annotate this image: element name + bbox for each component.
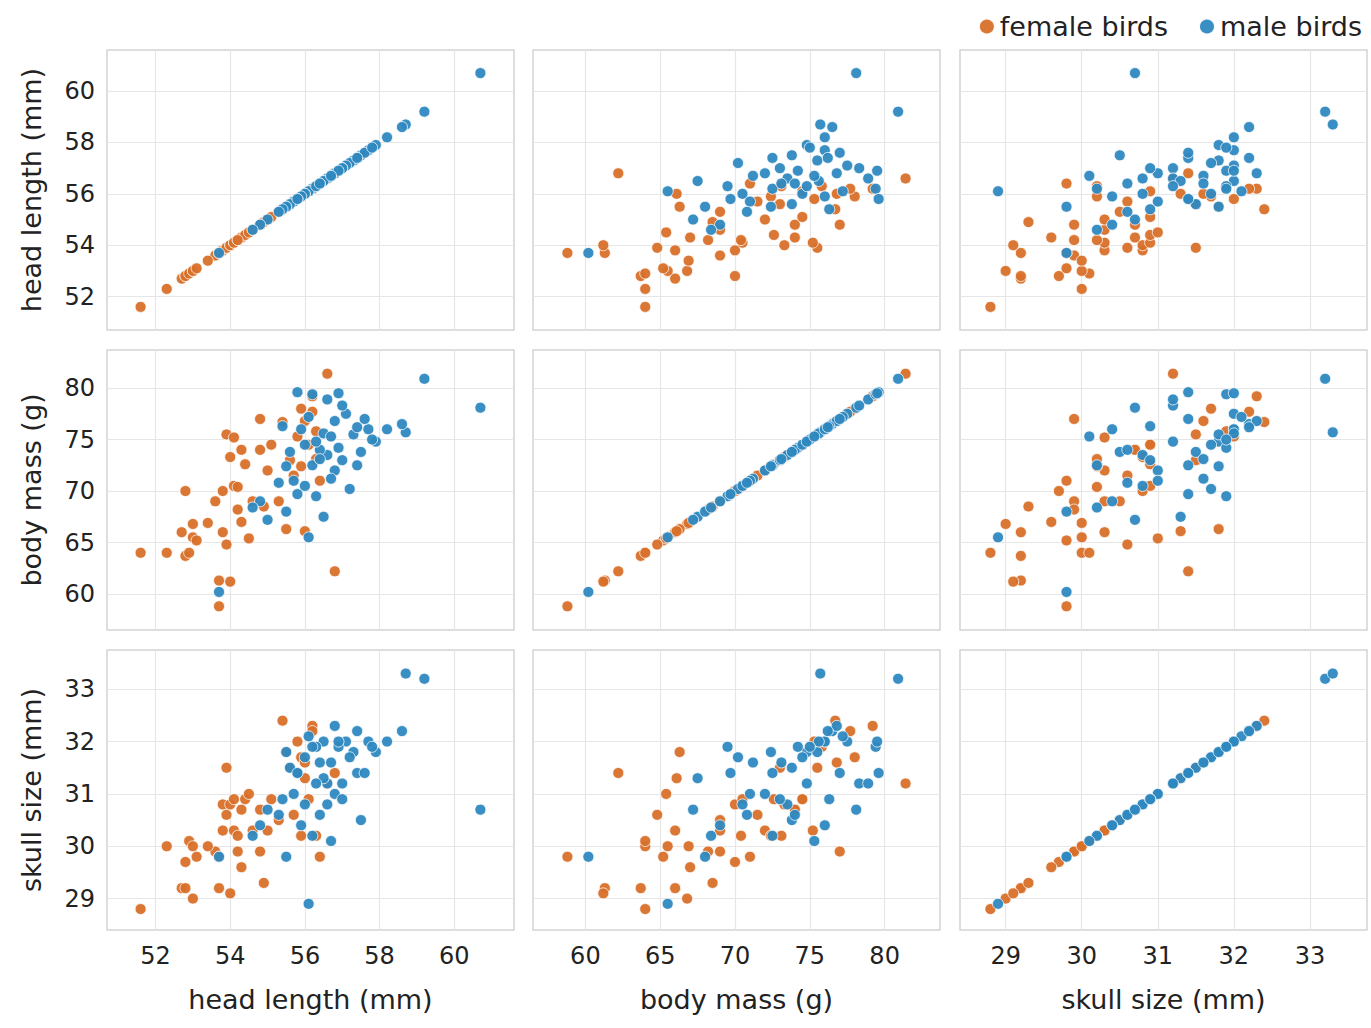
- svg-text:58: 58: [364, 942, 395, 970]
- svg-text:54: 54: [215, 942, 246, 970]
- svg-text:30: 30: [64, 832, 95, 860]
- svg-text:80: 80: [869, 942, 900, 970]
- svg-text:75: 75: [795, 942, 826, 970]
- svg-text:75: 75: [64, 426, 95, 454]
- svg-text:52: 52: [64, 283, 95, 311]
- svg-text:70: 70: [720, 942, 751, 970]
- svg-text:male birds: male birds: [1220, 11, 1362, 42]
- svg-text:60: 60: [439, 942, 470, 970]
- svg-text:60: 60: [64, 580, 95, 608]
- svg-text:80: 80: [64, 374, 95, 402]
- svg-text:65: 65: [64, 529, 95, 557]
- svg-text:body mass (g): body mass (g): [640, 984, 833, 1015]
- svg-text:65: 65: [645, 942, 676, 970]
- svg-text:56: 56: [64, 180, 95, 208]
- svg-text:33: 33: [64, 675, 95, 703]
- svg-text:skull size (mm): skull size (mm): [16, 688, 47, 892]
- svg-text:female birds: female birds: [1000, 11, 1168, 42]
- svg-text:body mass (g): body mass (g): [16, 393, 47, 586]
- svg-text:29: 29: [64, 885, 95, 913]
- svg-text:33: 33: [1295, 942, 1326, 970]
- svg-text:29: 29: [990, 942, 1021, 970]
- svg-text:52: 52: [140, 942, 171, 970]
- svg-text:head length (mm): head length (mm): [16, 68, 47, 312]
- svg-text:60: 60: [570, 942, 601, 970]
- svg-text:32: 32: [1219, 942, 1250, 970]
- svg-text:31: 31: [1143, 942, 1174, 970]
- svg-text:skull size (mm): skull size (mm): [1061, 984, 1265, 1015]
- svg-text:head length (mm): head length (mm): [188, 984, 432, 1015]
- svg-text:58: 58: [64, 128, 95, 156]
- svg-text:31: 31: [64, 780, 95, 808]
- svg-text:60: 60: [64, 77, 95, 105]
- svg-text:70: 70: [64, 477, 95, 505]
- svg-text:30: 30: [1066, 942, 1097, 970]
- svg-text:56: 56: [290, 942, 321, 970]
- svg-text:32: 32: [64, 728, 95, 756]
- svg-text:54: 54: [64, 231, 95, 259]
